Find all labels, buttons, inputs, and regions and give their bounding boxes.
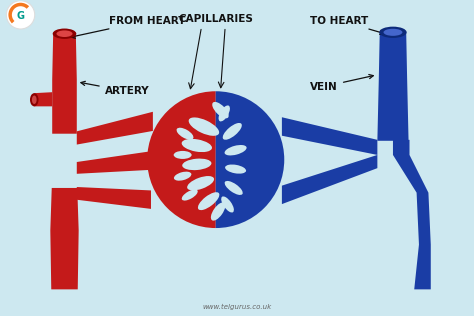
Circle shape	[6, 1, 35, 29]
Polygon shape	[282, 117, 377, 155]
Ellipse shape	[182, 139, 212, 152]
Polygon shape	[77, 151, 150, 174]
Polygon shape	[77, 187, 151, 209]
Ellipse shape	[182, 190, 198, 201]
Ellipse shape	[211, 203, 225, 221]
Polygon shape	[282, 155, 377, 204]
Ellipse shape	[221, 197, 234, 213]
Ellipse shape	[225, 165, 246, 174]
Ellipse shape	[225, 145, 246, 155]
Ellipse shape	[174, 172, 191, 181]
Polygon shape	[34, 92, 52, 106]
Ellipse shape	[198, 192, 219, 210]
Text: ARTERY: ARTERY	[81, 81, 149, 96]
Ellipse shape	[379, 27, 407, 38]
Polygon shape	[50, 188, 79, 289]
Ellipse shape	[176, 128, 193, 140]
Text: VEIN: VEIN	[310, 75, 374, 92]
Ellipse shape	[56, 30, 73, 37]
Polygon shape	[393, 140, 431, 289]
Polygon shape	[377, 32, 409, 141]
Ellipse shape	[32, 95, 36, 104]
Ellipse shape	[225, 181, 243, 195]
Wedge shape	[147, 91, 216, 228]
Ellipse shape	[173, 151, 191, 159]
Ellipse shape	[189, 118, 219, 136]
Ellipse shape	[187, 176, 214, 191]
Ellipse shape	[383, 29, 402, 36]
Ellipse shape	[182, 159, 211, 170]
Polygon shape	[77, 112, 153, 144]
Ellipse shape	[53, 28, 76, 39]
Polygon shape	[52, 35, 77, 134]
Text: FROM HEART: FROM HEART	[71, 15, 186, 38]
Text: G: G	[17, 11, 25, 21]
Ellipse shape	[212, 102, 228, 118]
Ellipse shape	[219, 106, 230, 121]
Text: www.telgurus.co.uk: www.telgurus.co.uk	[202, 304, 272, 310]
Wedge shape	[216, 91, 284, 228]
Ellipse shape	[30, 93, 38, 106]
Text: TO HEART: TO HEART	[310, 15, 384, 34]
Ellipse shape	[223, 123, 242, 140]
Text: CAPILLARIES: CAPILLARIES	[178, 14, 253, 24]
